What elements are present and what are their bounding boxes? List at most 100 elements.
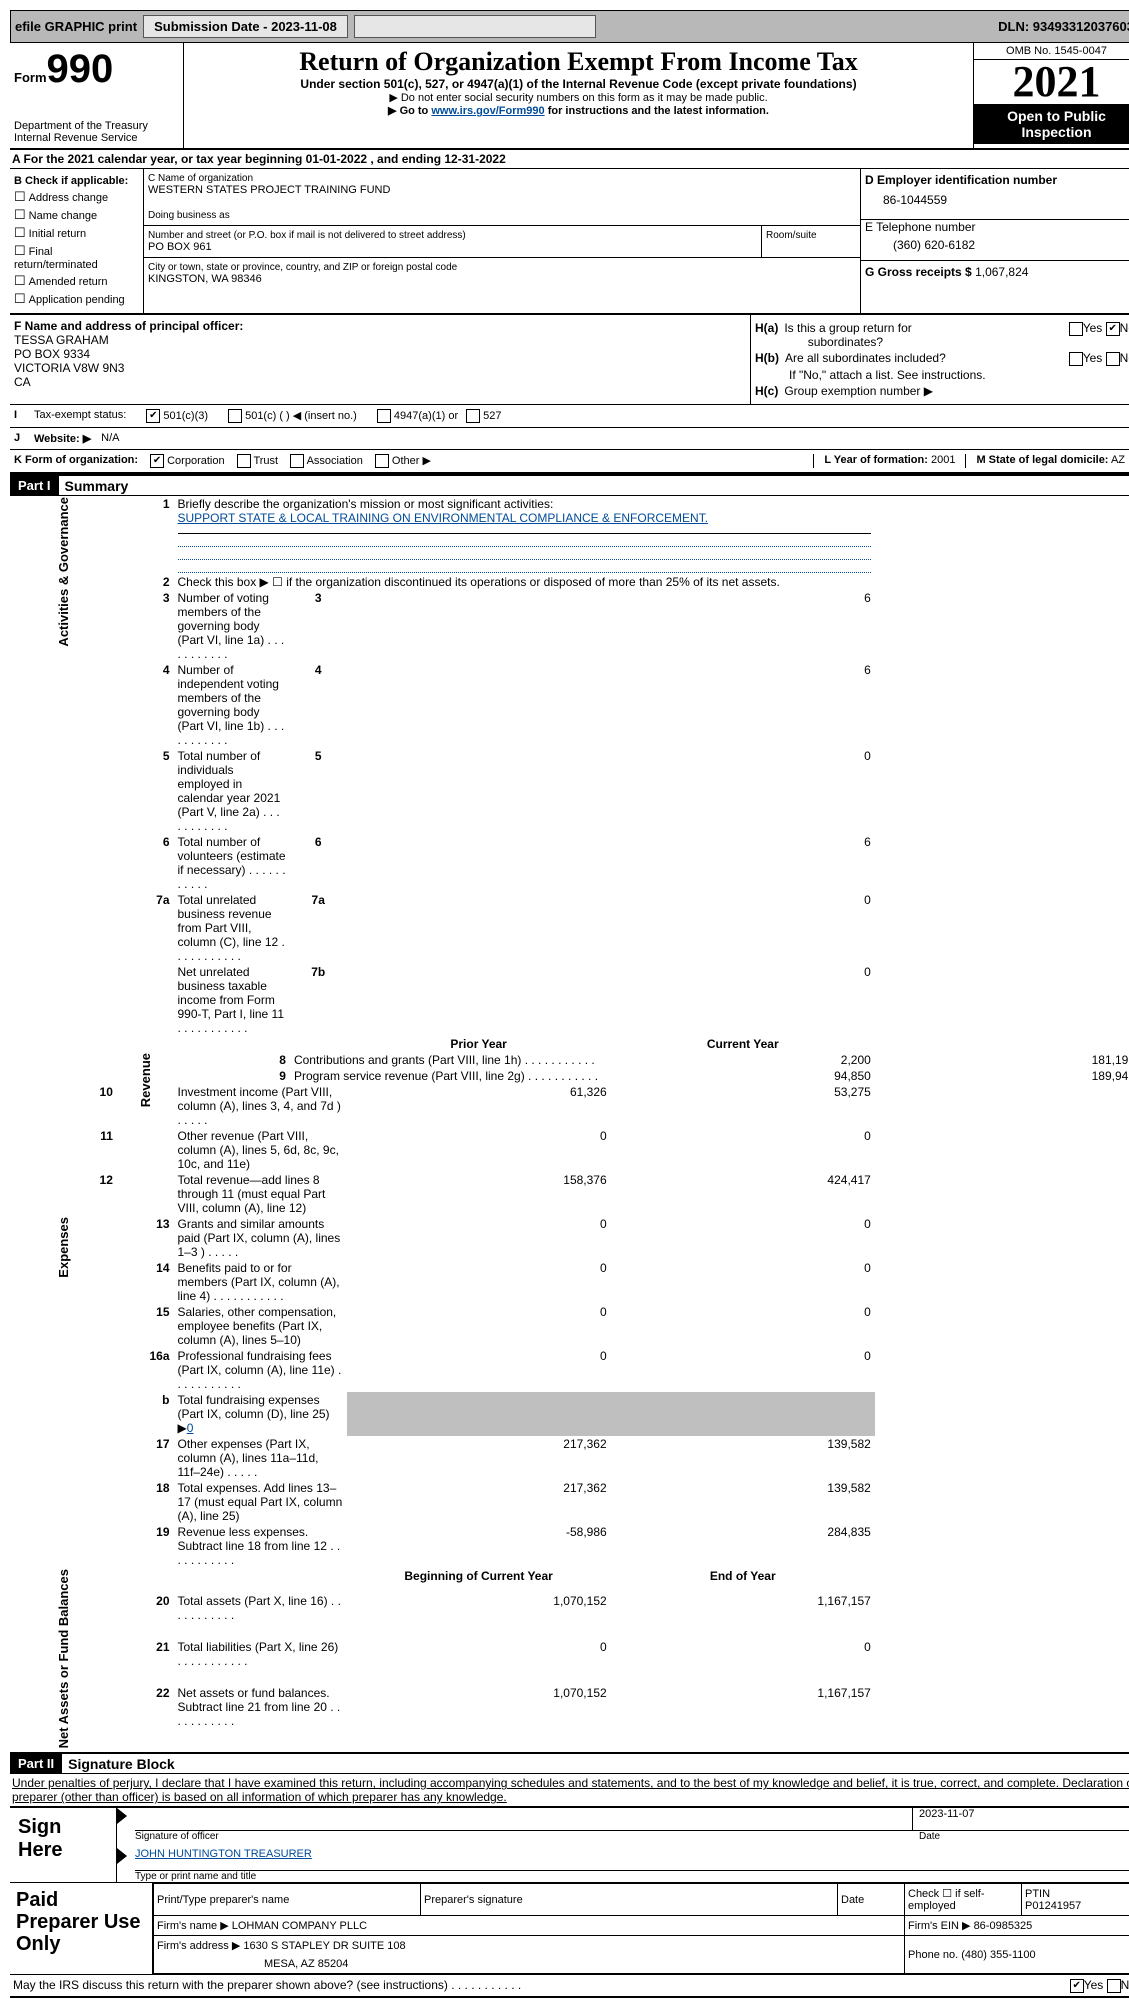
l17: Other expenses (Part IX, column (A), lin… <box>174 1436 347 1480</box>
ha-no[interactable]: ✔ <box>1106 322 1120 336</box>
l14: Benefits paid to or for members (Part IX… <box>174 1260 347 1304</box>
chk-501c3[interactable]: ✔ <box>146 409 160 423</box>
efile-label: efile GRAPHIC print <box>15 19 137 34</box>
opt-amended[interactable]: Amended return <box>29 276 108 288</box>
sig-officer-line[interactable] <box>135 1808 912 1831</box>
opt-address-change[interactable]: Address change <box>29 192 109 204</box>
prep-pt: Print/Type preparer's name <box>154 1884 421 1916</box>
k-label: K Form of organization: <box>14 454 138 468</box>
firm-name-label: Firm's name ▶ <box>157 1920 229 1932</box>
v6: 6 <box>347 834 875 892</box>
phone: (480) 355-1100 <box>961 1949 1035 1961</box>
goto-link-row: ▶ Go to www.irs.gov/Form990 for instruct… <box>188 104 969 117</box>
sign-here-label: Sign Here <box>10 1808 116 1882</box>
p13: 0 <box>347 1216 611 1260</box>
telephone: (360) 620-6182 <box>865 234 1129 260</box>
gross-receipts: 1,067,824 <box>975 265 1028 279</box>
discuss-yes[interactable]: ✔ <box>1070 1979 1084 1993</box>
firm-addr2: MESA, AZ 85204 <box>154 1955 905 1974</box>
city-label: City or town, state or province, country… <box>148 262 856 273</box>
chk-501c[interactable] <box>228 409 242 423</box>
c10: 53,275 <box>611 1084 875 1128</box>
discuss-no[interactable] <box>1107 1979 1121 1993</box>
p12: 158,376 <box>347 1172 611 1216</box>
l4: Number of independent voting members of … <box>174 662 290 748</box>
l9: Program service revenue (Part VIII, line… <box>290 1068 611 1084</box>
irs-link[interactable]: www.irs.gov/Form990 <box>431 105 544 117</box>
mission-text[interactable]: SUPPORT STATE & LOCAL TRAINING ON ENVIRO… <box>178 511 709 525</box>
chk-corp[interactable]: ✔ <box>150 454 164 468</box>
p18: 217,362 <box>347 1480 611 1524</box>
l6: Total number of volunteers (estimate if … <box>174 834 290 892</box>
submission-date-button[interactable]: Submission Date - 2023-11-08 <box>143 15 348 38</box>
l1-text: Briefly describe the organization's miss… <box>178 497 554 511</box>
ha-yes[interactable] <box>1069 322 1083 336</box>
officer-addr2: VICTORIA V8W 9N3 <box>14 361 124 375</box>
c16b-shade <box>611 1392 875 1436</box>
chk-assoc[interactable] <box>290 454 304 468</box>
tab-netassets: Net Assets or Fund Balances <box>10 1568 117 1752</box>
p21: 0 <box>347 1639 611 1685</box>
chk-527[interactable] <box>466 409 480 423</box>
chk-trust[interactable] <box>237 454 251 468</box>
l20: Total assets (Part X, line 16) <box>174 1593 347 1639</box>
goto-suffix: for instructions and the latest informat… <box>545 105 769 117</box>
signer-name[interactable]: JOHN HUNTINGTON TREASURER <box>135 1848 312 1860</box>
opt-initial[interactable]: Initial return <box>29 228 86 240</box>
l3: Number of voting members of the governin… <box>174 590 290 662</box>
fein: 86-0985325 <box>974 1920 1033 1932</box>
chk-4947[interactable] <box>377 409 391 423</box>
l16b: Total fundraising expenses (Part IX, col… <box>174 1392 347 1436</box>
l13: Grants and similar amounts paid (Part IX… <box>174 1216 347 1260</box>
room-label: Room/suite <box>762 226 860 257</box>
hc-text: Group exemption number ▶ <box>784 384 933 398</box>
form-number: 990 <box>47 47 114 91</box>
org-name: WESTERN STATES PROJECT TRAINING FUND <box>148 184 856 196</box>
b-label: B Check if applicable: <box>14 175 139 187</box>
dln-label: DLN: 93493312037603 <box>998 19 1129 34</box>
officer-addr1: PO BOX 9334 <box>14 347 90 361</box>
nametype-label: Type or print name and title <box>135 1871 1129 1882</box>
p20: 1,070,152 <box>347 1593 611 1639</box>
row-a: A For the 2021 calendar year, or tax yea… <box>10 150 1129 169</box>
opt-name-change[interactable]: Name change <box>29 210 98 222</box>
c16a: 0 <box>611 1348 875 1392</box>
c14: 0 <box>611 1260 875 1304</box>
tab-expenses: Expenses <box>10 1216 117 1524</box>
prep-se[interactable]: Check ☐ if self-employed <box>905 1884 1022 1916</box>
hdr-py: Prior Year <box>347 1036 611 1052</box>
p8: 2,200 <box>611 1052 875 1068</box>
l21: Total liabilities (Part X, line 26) <box>174 1639 347 1685</box>
opt-pending[interactable]: Application pending <box>29 294 125 306</box>
c15: 0 <box>611 1304 875 1348</box>
section-b: B Check if applicable: ☐Address change ☐… <box>10 169 144 313</box>
f-label: F Name and address of principal officer: <box>14 319 243 333</box>
form-title: Return of Organization Exempt From Incom… <box>188 47 969 77</box>
v16b[interactable]: 0 <box>187 1421 194 1435</box>
c20: 1,167,157 <box>611 1593 875 1639</box>
hb-yes[interactable] <box>1069 352 1083 366</box>
l11: Other revenue (Part VIII, column (A), li… <box>174 1128 347 1172</box>
v4: 6 <box>347 662 875 748</box>
p22: 1,070,152 <box>347 1685 611 1753</box>
hb-no[interactable] <box>1106 352 1120 366</box>
ptin-val: P01241957 <box>1025 1900 1081 1912</box>
p10: 61,326 <box>347 1084 611 1128</box>
form-word: Form <box>14 70 47 85</box>
p14: 0 <box>347 1260 611 1304</box>
ha-text: Is this a group return for subordinates? <box>784 321 911 349</box>
firm-addr: 1630 S STAPLEY DR SUITE 108 <box>243 1940 405 1952</box>
chk-other[interactable] <box>375 454 389 468</box>
firm-name: LOHMAN COMPANY PLLC <box>232 1920 367 1932</box>
p9: 94,850 <box>611 1068 875 1084</box>
street: PO BOX 961 <box>148 241 757 253</box>
l22: Net assets or fund balances. Subtract li… <box>174 1685 347 1753</box>
prep-dt: Date <box>838 1884 905 1916</box>
c13: 0 <box>611 1216 875 1260</box>
arrow-icon <box>117 1808 127 1824</box>
blank-button[interactable] <box>354 15 596 38</box>
prep-ps: Preparer's signature <box>421 1884 838 1916</box>
phone-label: Phone no. <box>908 1949 958 1961</box>
ein: 86-1044559 <box>865 187 1129 219</box>
header-left: Form990 Department of the Treasury Inter… <box>10 43 183 148</box>
